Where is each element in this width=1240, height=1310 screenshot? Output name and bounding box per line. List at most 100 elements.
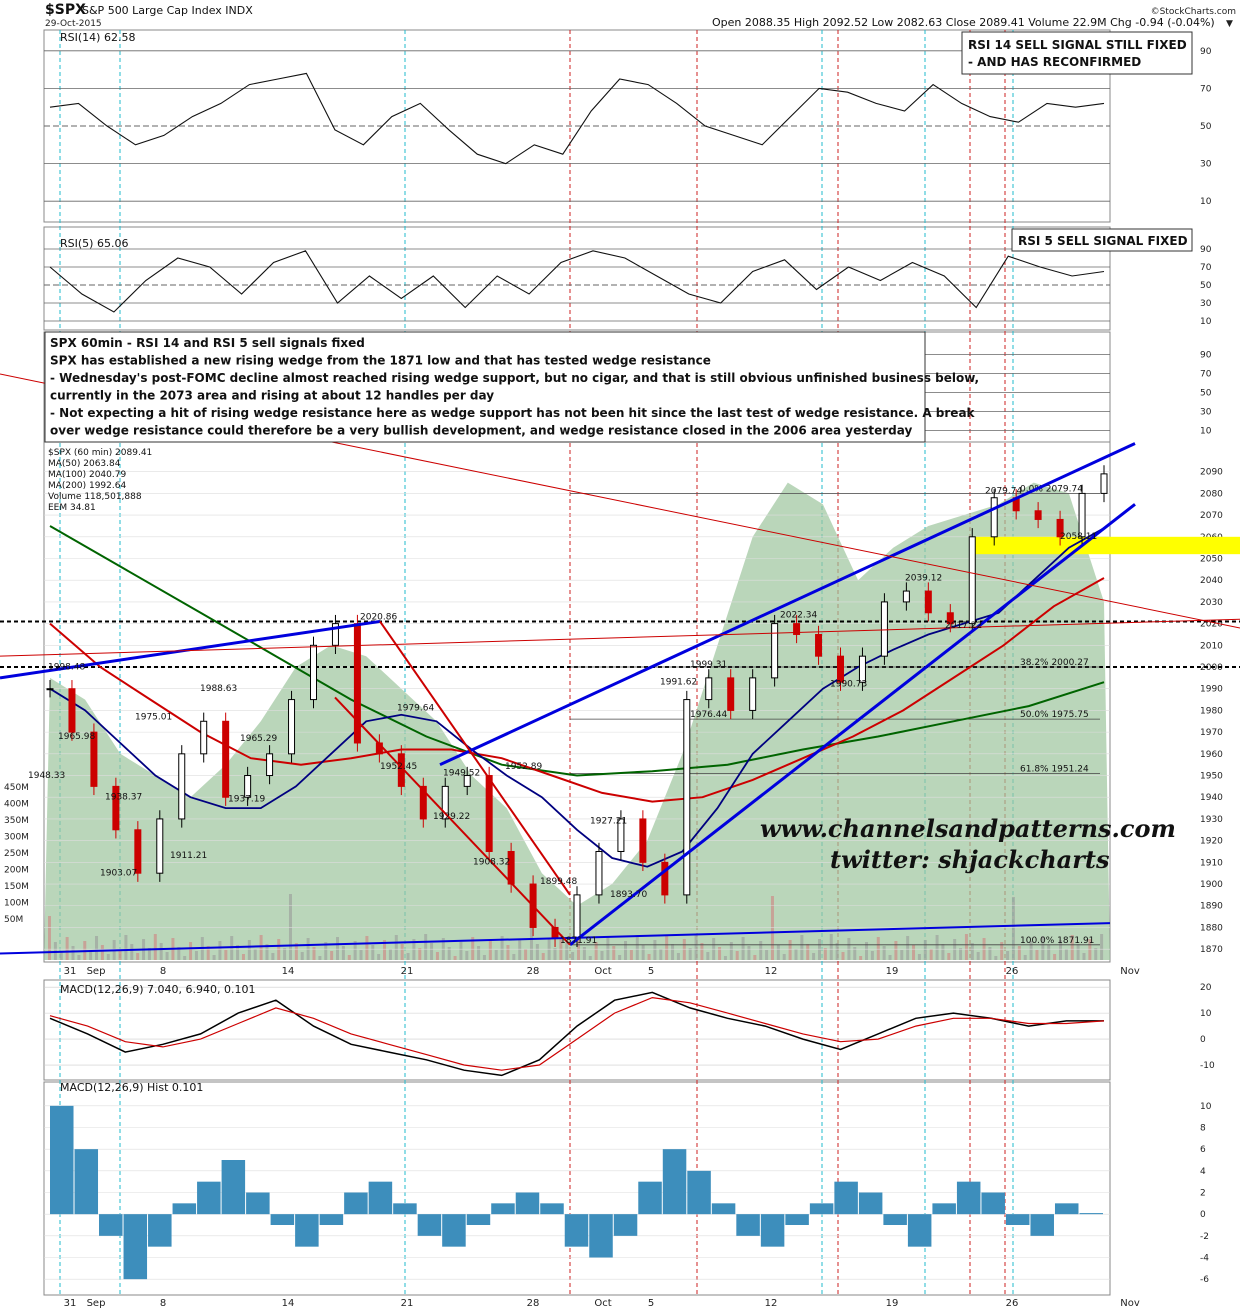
x-tick-label-bottom: 28 <box>527 1298 540 1309</box>
rsi5-note-box <box>1011 228 1193 252</box>
x-tick-label-bottom: 12 <box>765 1298 778 1309</box>
volume-bar <box>336 937 340 960</box>
hist-bar <box>711 1203 736 1215</box>
volume-bar <box>735 951 739 960</box>
rsi14-panel: 90 70 50 30 10 <box>44 47 1212 207</box>
price-label: 1991.62 <box>660 678 697 688</box>
volume-bar <box>371 945 375 960</box>
macd-tick-label: 10 <box>1200 1009 1212 1019</box>
hist-tick-label: -2 <box>1200 1232 1209 1242</box>
rsi14-tick-label: 30 <box>1200 160 1212 170</box>
volume-bar <box>1000 942 1004 960</box>
support-highlight <box>975 536 1240 555</box>
volume-bar <box>359 950 363 960</box>
hist-bar <box>319 1214 344 1225</box>
x-tick-label: 14 <box>282 966 295 977</box>
rsi14-note-line1: RSI 14 SELL SIGNAL STILL FIXED <box>968 38 1187 52</box>
volume-bar <box>541 953 545 960</box>
ma200-line <box>49 525 1105 777</box>
volume-bar <box>917 954 921 960</box>
price-label: 2022.34 <box>780 610 817 620</box>
volume-bar <box>477 946 481 960</box>
volume-bar <box>900 950 904 960</box>
ma50-line <box>49 527 1105 868</box>
volume-tick-label: 150M <box>4 882 29 892</box>
hist-bar <box>74 1149 99 1215</box>
volume-bar <box>741 937 745 960</box>
candle-body <box>1056 518 1064 538</box>
volume-bar <box>1094 948 1098 960</box>
price-label: 1952.45 <box>380 762 417 772</box>
price-legend-item: MA(50) 2063.84 <box>48 459 121 469</box>
rsi5-tick-label: 30 <box>1200 299 1212 309</box>
macd-tick-label: 0 <box>1200 1035 1206 1045</box>
hist-bar <box>687 1170 711 1215</box>
hist-bar <box>1054 1203 1079 1215</box>
price-label: 1979.64 <box>397 704 434 714</box>
volume-bar <box>994 956 998 960</box>
volume-bar <box>594 942 598 960</box>
volume-tick-label: 200M <box>4 866 29 876</box>
hist-bar <box>246 1192 270 1215</box>
hist-bar <box>932 1203 956 1215</box>
x-tick-label-bottom: 21 <box>401 1298 414 1309</box>
candle-body <box>222 720 230 798</box>
volume-bar <box>588 956 592 960</box>
volume-bar <box>1011 897 1015 960</box>
candle-body <box>507 850 515 885</box>
volume-bar <box>324 942 328 960</box>
volume-bar <box>388 949 392 960</box>
hist-bar <box>662 1149 687 1215</box>
candle-body <box>946 612 954 625</box>
price-label: 1908.32 <box>473 858 510 868</box>
volume-bar <box>488 941 492 960</box>
change-arrow-icon: ▼ <box>1226 19 1233 29</box>
hist-tick-label: 2 <box>1200 1189 1206 1199</box>
hist-bar <box>540 1203 564 1215</box>
x-tick-label-bottom: 19 <box>886 1298 899 1309</box>
volume-bar <box>71 946 75 960</box>
volume-bar <box>377 954 381 960</box>
hist-bar <box>368 1181 393 1215</box>
volume-bar <box>183 956 187 960</box>
base-trend-line <box>0 922 1111 955</box>
candle-body <box>288 699 296 755</box>
hist-bar <box>417 1214 442 1236</box>
annotation-line: - Not expecting a hit of rising wedge re… <box>50 406 976 420</box>
x-tick-label-bottom: 14 <box>282 1298 295 1309</box>
x-tick-label-bottom: Nov <box>1120 1298 1140 1309</box>
volume-bar <box>95 936 99 960</box>
volume-bar <box>823 948 827 960</box>
candle-body <box>990 497 998 538</box>
hist-bar <box>956 1181 981 1215</box>
volume-bar <box>747 946 751 960</box>
volume-bar <box>906 936 910 960</box>
volume-bar <box>341 946 345 960</box>
rsi5-panel: 90 70 50 30 10 <box>44 245 1212 327</box>
stockcharts-brand[interactable]: ©StockCharts.com <box>1151 7 1236 17</box>
panel-frame <box>43 226 1111 331</box>
candle-body <box>771 623 779 679</box>
candle-body <box>924 590 932 614</box>
volume-bar <box>77 955 81 960</box>
fib-label: 0.0% 2079.74 <box>1020 484 1083 494</box>
x-tick-label-bottom: 26 <box>1006 1298 1019 1309</box>
candle-body <box>331 623 339 646</box>
volume-bar <box>624 941 628 960</box>
volume-bar <box>553 948 557 960</box>
volume-bar <box>688 948 692 960</box>
volume-bar <box>1047 945 1051 960</box>
volume-bar <box>194 951 198 960</box>
volume-bar <box>224 950 228 960</box>
hist-bar <box>466 1214 491 1225</box>
price-label: 1949.52 <box>443 769 480 779</box>
panel-frame <box>43 1081 1111 1296</box>
price-legend-item: $SPX (60 min) 2089.41 <box>48 448 152 458</box>
volume-bar <box>124 935 128 960</box>
volume-bar <box>189 942 193 960</box>
hist-bar <box>50 1105 74 1215</box>
volume-bar <box>294 943 298 960</box>
volume-bar <box>277 939 281 960</box>
price-label: 2017.22 <box>945 621 982 631</box>
trend-line <box>0 619 381 680</box>
